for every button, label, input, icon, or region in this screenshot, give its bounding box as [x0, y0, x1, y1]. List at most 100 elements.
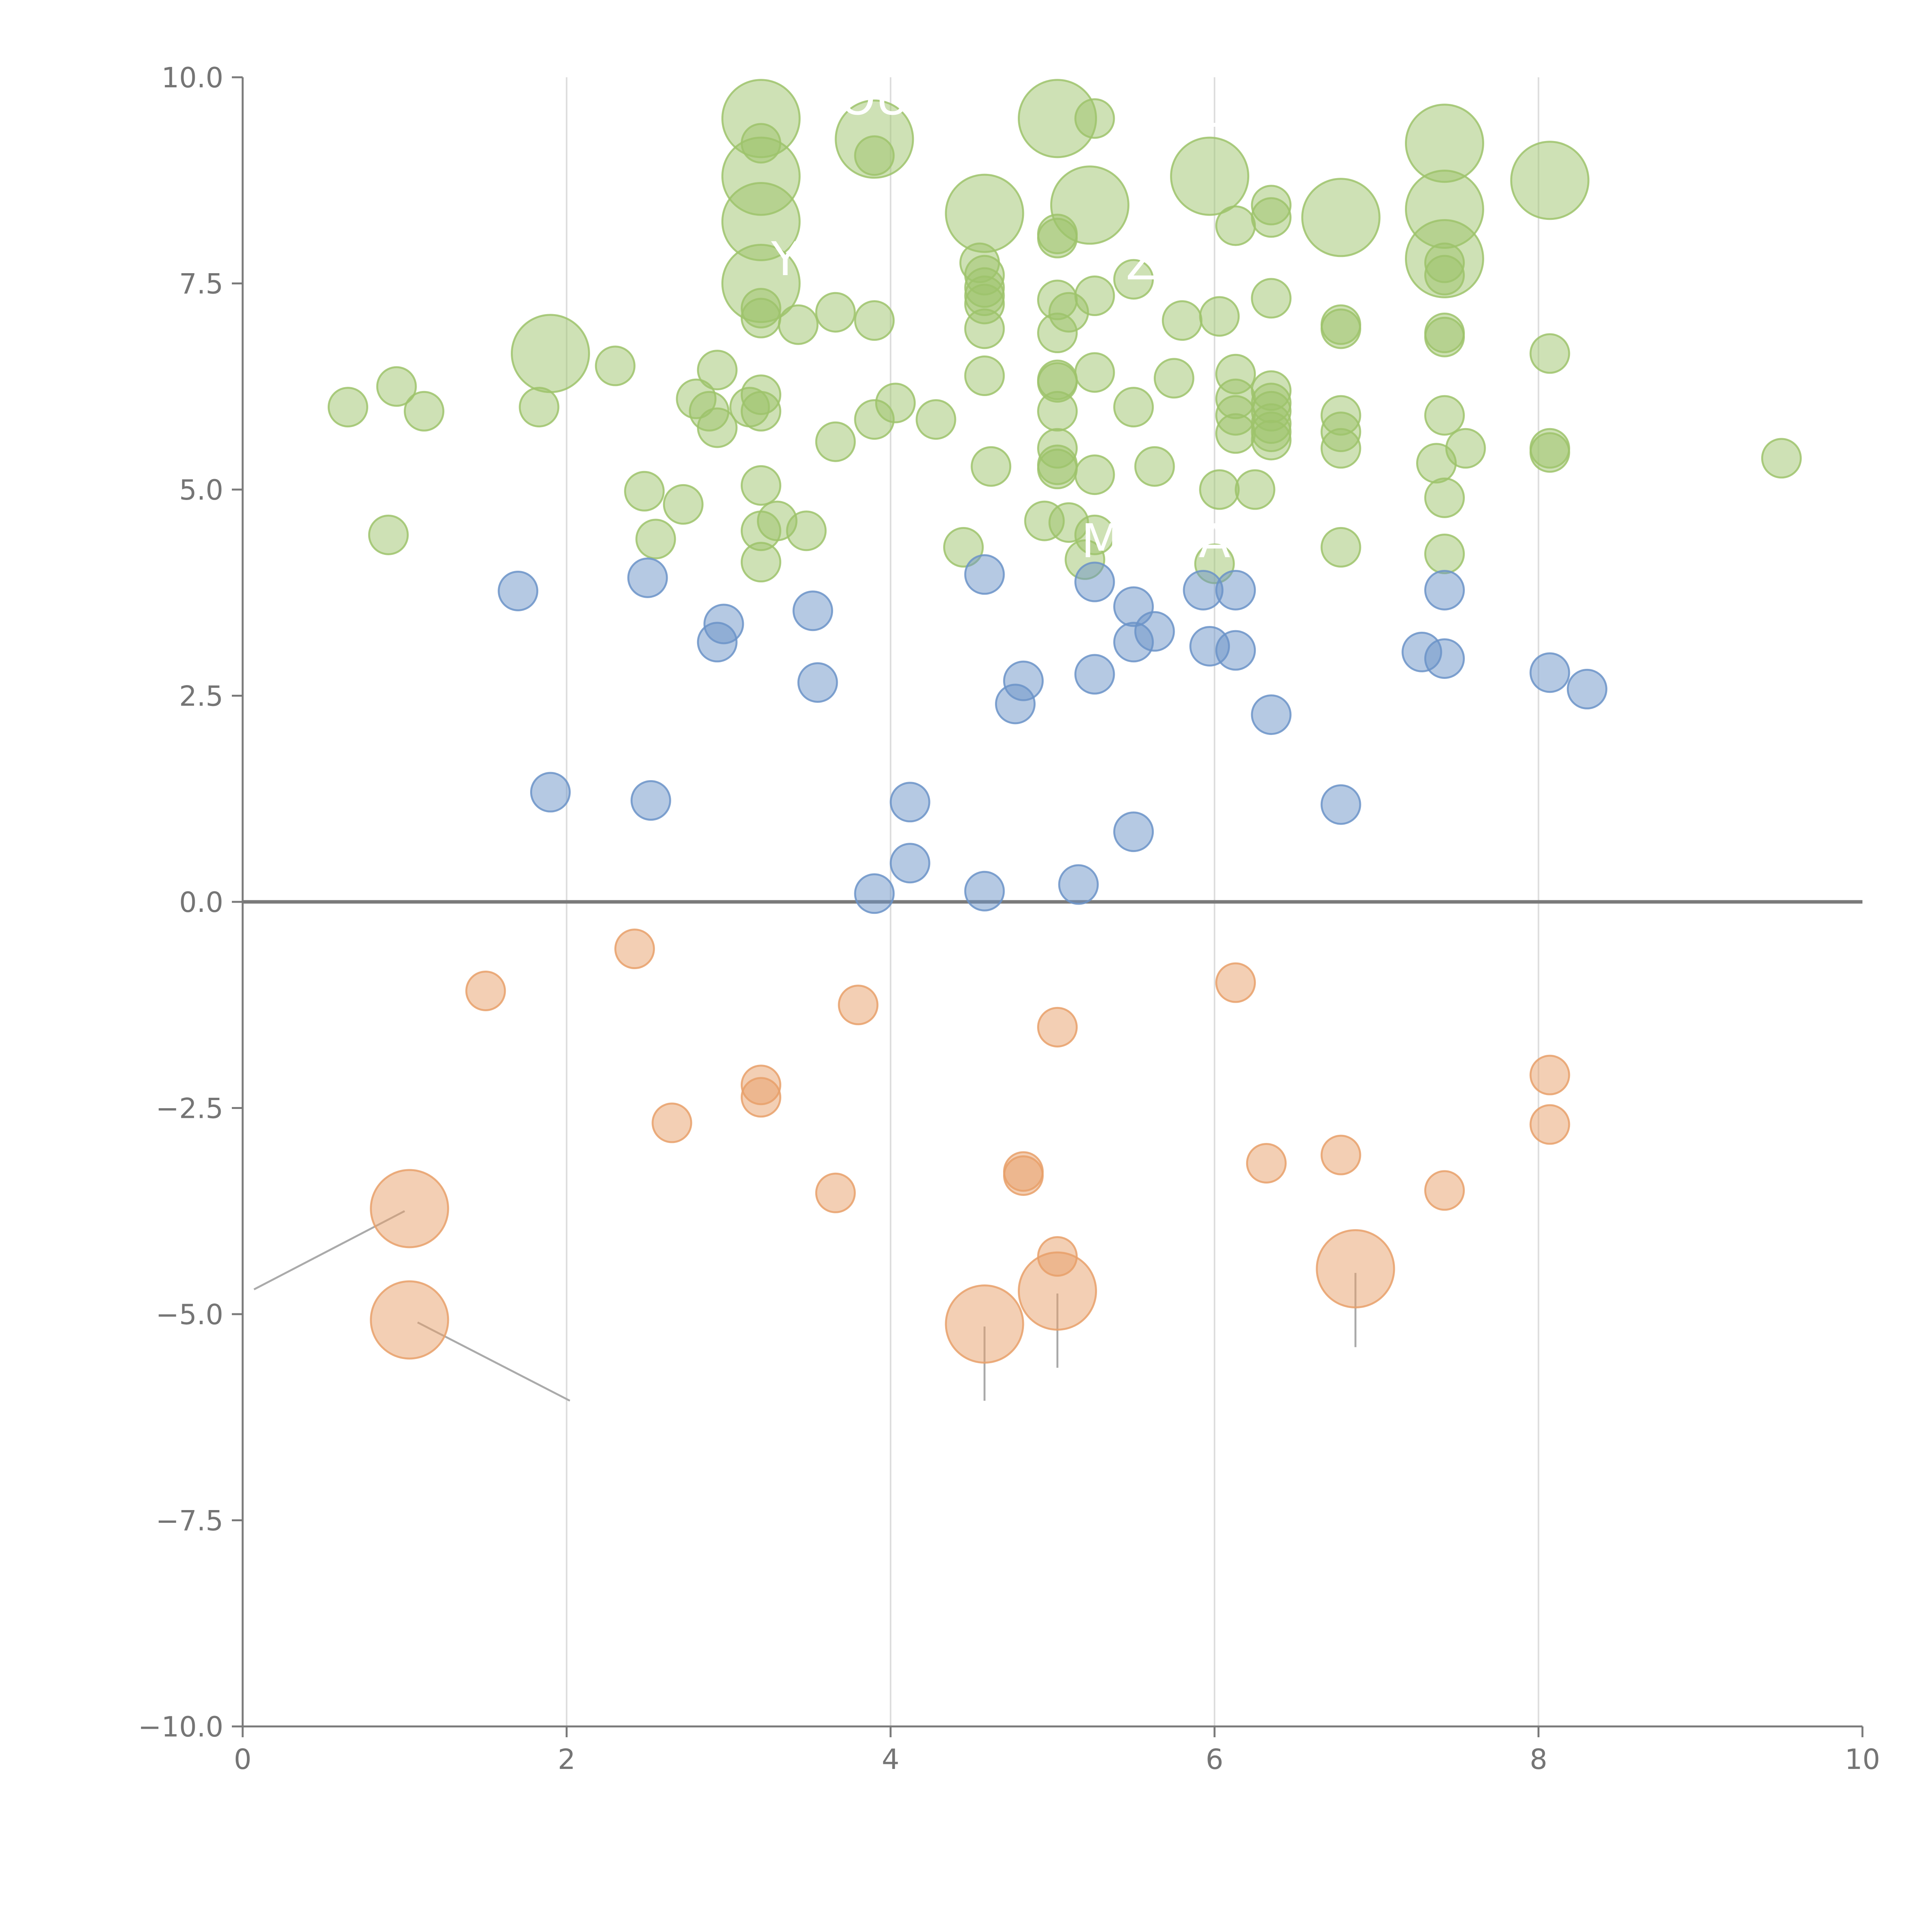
data-point-positive-high — [1162, 300, 1202, 341]
data-point-negative — [370, 1169, 449, 1248]
data-point-positive-high — [368, 514, 409, 555]
data-point-positive-low — [1074, 654, 1115, 695]
data-point-positive-high — [964, 308, 1005, 349]
data-point-positive-high — [1251, 420, 1292, 461]
data-point-positive-high — [1761, 438, 1802, 479]
data-point-positive-high — [1510, 141, 1590, 220]
data-point-negative — [1018, 1251, 1097, 1331]
data-point-positive-high — [1424, 313, 1465, 354]
data-point-negative — [838, 985, 879, 1026]
data-point-positive-low — [995, 684, 1036, 724]
data-point-negative — [1320, 1134, 1361, 1175]
data-point-negative — [1529, 1054, 1570, 1095]
data-point-positive-high — [1416, 443, 1457, 484]
data-point-positive-high — [624, 471, 665, 512]
data-point-positive-low — [797, 662, 838, 703]
data-point-positive-low — [1215, 630, 1256, 671]
y-tick-label: −2.5 — [156, 1092, 223, 1125]
data-point-negative — [614, 929, 655, 969]
x-tick-label: 6 — [1206, 1743, 1223, 1776]
data-point-negative — [815, 1172, 856, 1213]
data-point-positive-high — [740, 542, 781, 583]
data-point-positive-low — [1320, 784, 1361, 825]
data-point-positive-low — [1566, 668, 1607, 709]
data-point-positive-low — [1424, 570, 1465, 611]
data-point-positive-high — [1424, 395, 1465, 436]
data-point-negative — [370, 1280, 449, 1360]
data-point-positive-high — [697, 407, 738, 448]
overlay-labels: OU L Y Z M A — [771, 72, 1231, 568]
data-point-positive-high — [376, 366, 417, 407]
data-point-positive-high — [1424, 533, 1465, 574]
data-point-negative — [1003, 1155, 1044, 1196]
data-point-positive-high — [1074, 98, 1115, 139]
data-point-negative — [1424, 1170, 1465, 1211]
data-point-positive-high — [1320, 527, 1361, 568]
data-point-positive-high — [1113, 387, 1154, 428]
data-point-positive-high — [786, 510, 827, 551]
y-tick-label: −7.5 — [156, 1505, 223, 1537]
overlay-label: Z — [1126, 237, 1157, 291]
data-point-positive-high — [778, 304, 819, 345]
data-point-positive-high — [740, 298, 781, 338]
data-point-positive-high — [1199, 469, 1240, 510]
data-point-positive-high — [1199, 296, 1240, 337]
data-point-negative — [1316, 1229, 1395, 1309]
data-point-positive-high — [1215, 205, 1256, 246]
data-point-positive-high — [943, 527, 984, 568]
data-point-positive-high — [663, 484, 704, 525]
y-tick-label: −5.0 — [156, 1298, 223, 1331]
data-point-positive-high — [854, 300, 895, 341]
data-point-positive-high — [1074, 454, 1115, 495]
data-point-positive-low — [793, 590, 833, 631]
y-tick-label: 0.0 — [179, 886, 223, 918]
data-point-positive-low — [1424, 638, 1465, 679]
overlay-label: M — [1081, 515, 1121, 568]
data-point-positive-high — [964, 355, 1005, 396]
data-point-positive-high — [595, 345, 636, 386]
data-point-positive-high — [1424, 255, 1465, 296]
data-point-positive-high — [1215, 413, 1256, 454]
data-point-positive-low — [889, 843, 930, 884]
data-point-positive-low — [627, 557, 668, 598]
y-tick-label: 7.5 — [179, 268, 223, 300]
overlay-label: OU — [839, 72, 910, 126]
data-point-positive-high — [815, 421, 856, 462]
data-point-positive-high — [1170, 136, 1250, 216]
data-point-positive-high — [1037, 391, 1078, 432]
tick-labels: 0 2 4 6 8 10 10.0 7.5 5.0 2.5 0.0 −2.5 −5.0 −7.5 −10.0 — [138, 61, 1880, 1776]
data-point-positive-high — [1235, 469, 1276, 510]
y-tick-label: 5.0 — [179, 474, 223, 506]
data-point-positive-low — [1074, 561, 1115, 602]
data-point-positive-low — [889, 782, 930, 823]
data-point-negative — [1037, 1007, 1078, 1048]
data-point-positive-high — [971, 446, 1012, 487]
data-point-negative — [465, 970, 506, 1011]
data-point-positive-low — [1251, 694, 1292, 735]
data-point-positive-high — [510, 314, 590, 393]
data-point-positive-high — [1074, 352, 1115, 393]
y-tick-label: 10.0 — [162, 61, 223, 94]
data-point-positive-high — [1320, 428, 1361, 469]
data-point-positive-high — [1529, 333, 1570, 374]
data-point-positive-high — [519, 387, 560, 428]
data-point-positive-low — [964, 554, 1005, 595]
data-point-positive-low — [697, 622, 738, 663]
data-point-positive-low — [630, 780, 671, 821]
x-tick-label: 2 — [558, 1743, 575, 1776]
data-point-negative — [1246, 1143, 1287, 1184]
x-tick-label: 0 — [234, 1743, 252, 1776]
data-point-negative — [740, 1077, 781, 1118]
data-point-positive-low — [1113, 811, 1154, 852]
data-point-positive-high — [740, 391, 781, 432]
data-point-positive-high — [740, 465, 781, 506]
axes — [232, 76, 1864, 1737]
data-point-positive-low — [498, 570, 539, 611]
data-point-positive-low — [854, 873, 895, 914]
data-point-positive-high — [945, 173, 1024, 253]
data-point-positive-high — [404, 391, 445, 432]
data-point-positive-high — [1037, 449, 1078, 490]
data-point-positive-high — [1134, 446, 1175, 487]
data-point-positive-low — [1113, 622, 1154, 663]
